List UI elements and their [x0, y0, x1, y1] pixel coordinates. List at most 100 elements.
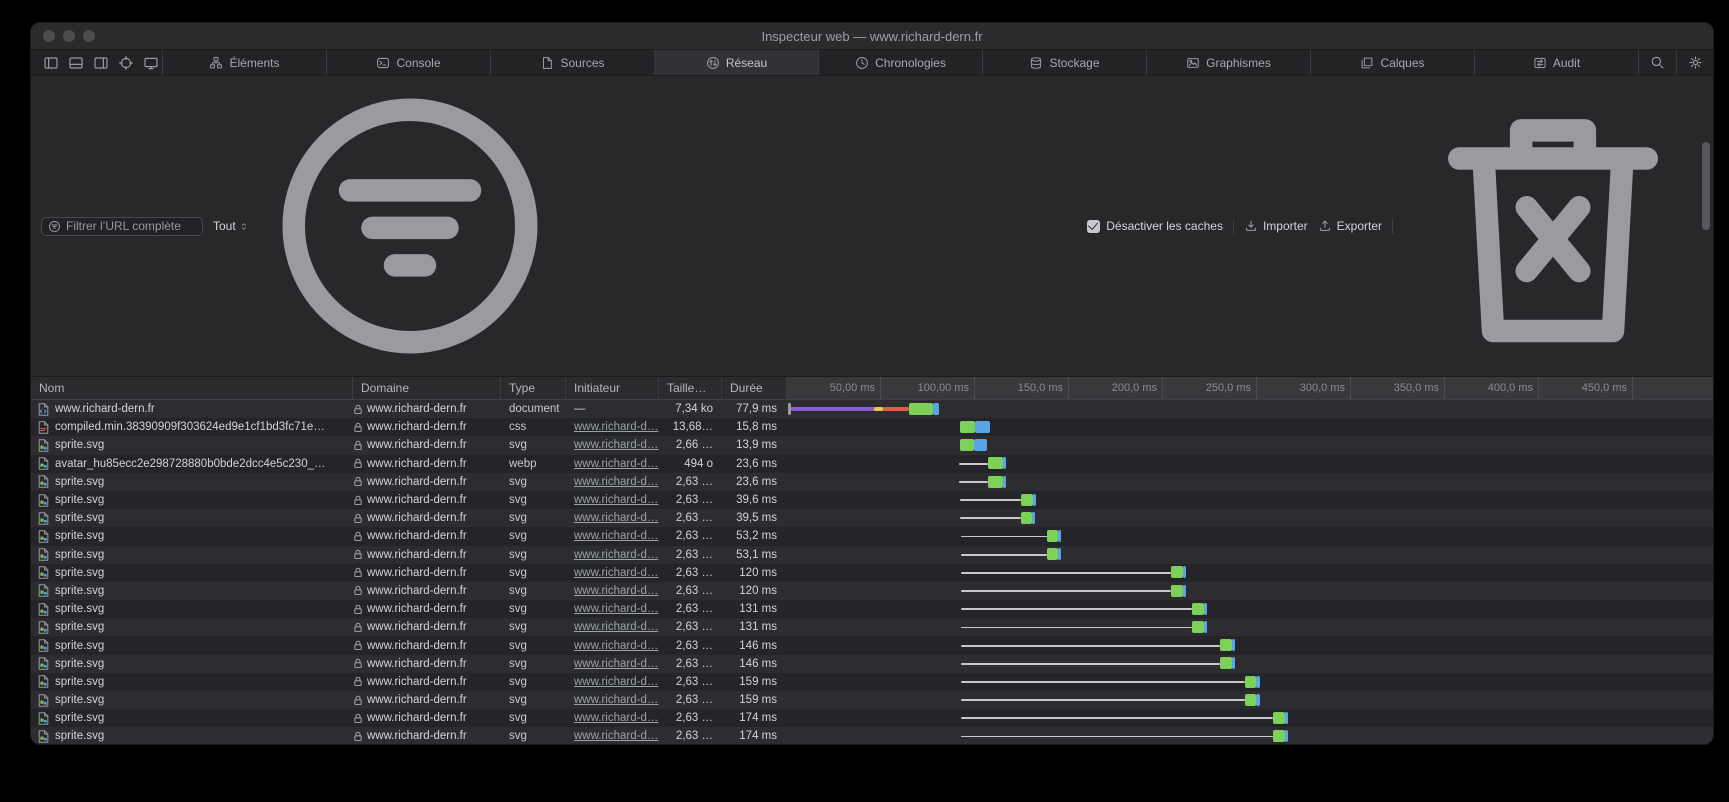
network-request-row[interactable]: sprite.svg www.richard-dern.fr svg www.r…	[31, 509, 1713, 527]
request-initiator: www.richard-d…	[566, 694, 659, 706]
network-request-row[interactable]: sprite.svg www.richard-dern.fr svg www.r…	[31, 691, 1713, 709]
initiator-link[interactable]: www.richard-d…	[574, 421, 658, 433]
file-type-icon	[38, 421, 49, 434]
request-duration: 39,6 ms	[722, 494, 786, 506]
network-request-row[interactable]: sprite.svg www.richard-dern.fr svg www.r…	[31, 546, 1713, 564]
resource-type-value: Tout	[213, 219, 236, 233]
initiator-link[interactable]: www.richard-d…	[574, 712, 658, 724]
request-domain: www.richard-dern.fr	[367, 694, 467, 706]
clear-network-button[interactable]	[1403, 76, 1703, 376]
network-request-row[interactable]: sprite.svg www.richard-dern.fr svg www.r…	[31, 618, 1713, 636]
network-request-row[interactable]: www.richard-dern.fr www.richard-dern.fr …	[31, 400, 1713, 418]
timeline-tick-label: 450,0 ms	[1547, 377, 1627, 399]
tab-graphismes[interactable]: Graphismes	[1147, 50, 1311, 75]
request-size: 494 o	[659, 458, 722, 470]
initiator-link[interactable]: www.richard-d…	[574, 676, 658, 688]
import-button[interactable]: Importer	[1244, 219, 1308, 233]
initiator-link[interactable]: www.richard-d…	[574, 494, 658, 506]
disable-caches-control[interactable]: Désactiver les caches	[1087, 219, 1223, 233]
column-header-name[interactable]: Nom	[31, 377, 353, 399]
network-request-row[interactable]: avatar_hu85ecc2e298728880b0bde2dcc4e5c23…	[31, 455, 1713, 473]
request-name: sprite.svg	[55, 567, 104, 579]
initiator-link[interactable]: www.richard-d…	[574, 549, 658, 561]
tab-calques[interactable]: Calques	[1311, 50, 1475, 75]
dock-bottom-icon[interactable]	[68, 55, 84, 71]
column-header-duration[interactable]: Durée	[722, 377, 786, 399]
timeline-tick-label: 150,0 ms	[983, 377, 1063, 399]
inspector-search-button[interactable]	[1639, 50, 1677, 75]
initiator-link[interactable]: www.richard-d…	[574, 439, 658, 451]
filter-options-button[interactable]	[260, 76, 560, 376]
search-icon	[1650, 55, 1665, 70]
waterfall-segment-blue	[1204, 621, 1207, 633]
network-request-row[interactable]: sprite.svg www.richard-dern.fr svg www.r…	[31, 600, 1713, 618]
column-header-domain[interactable]: Domaine	[353, 377, 501, 399]
initiator-link[interactable]: www.richard-d…	[574, 458, 658, 470]
waterfall-segment-blue	[933, 403, 938, 415]
lock-icon	[353, 531, 363, 542]
lock-icon	[353, 422, 363, 433]
timeline-tick-label: 250,0 ms	[1171, 377, 1251, 399]
request-duration: 53,1 ms	[722, 549, 786, 561]
network-request-row[interactable]: sprite.svg www.richard-dern.fr svg www.r…	[31, 491, 1713, 509]
initiator-link[interactable]: www.richard-d…	[574, 730, 658, 742]
window-title: Inspecteur web — www.richard-dern.fr	[761, 29, 982, 44]
network-request-row[interactable]: sprite.svg www.richard-dern.fr svg www.r…	[31, 473, 1713, 491]
request-domain: www.richard-dern.fr	[367, 730, 467, 742]
device-icon[interactable]	[143, 55, 159, 71]
network-request-row[interactable]: sprite.svg www.richard-dern.fr svg www.r…	[31, 582, 1713, 600]
initiator-link[interactable]: www.richard-d…	[574, 621, 658, 633]
dock-left-icon[interactable]	[43, 55, 59, 71]
timeline-tick	[880, 377, 881, 399]
waterfall-segment-wait	[959, 463, 988, 465]
initiator-link[interactable]: www.richard-d…	[574, 694, 658, 706]
network-request-row[interactable]: sprite.svg www.richard-dern.fr svg www.r…	[31, 673, 1713, 691]
close-button[interactable]	[43, 30, 55, 42]
network-request-row[interactable]: sprite.svg www.richard-dern.fr svg www.r…	[31, 727, 1713, 745]
resource-type-select[interactable]: Tout	[213, 219, 250, 233]
initiator-link[interactable]: www.richard-d…	[574, 585, 658, 597]
initiator-link[interactable]: www.richard-d…	[574, 640, 658, 652]
waterfall-segment-wait	[960, 517, 1021, 519]
network-request-row[interactable]: sprite.svg www.richard-dern.fr svg www.r…	[31, 564, 1713, 582]
tab-chronologies[interactable]: Chronologies	[819, 50, 983, 75]
vertical-scrollbar-thumb[interactable]	[1702, 142, 1710, 230]
initiator-link[interactable]: www.richard-d…	[574, 658, 658, 670]
request-duration: 174 ms	[722, 712, 786, 724]
request-domain: www.richard-dern.fr	[367, 585, 467, 597]
export-button[interactable]: Exporter	[1318, 219, 1382, 233]
request-domain: www.richard-dern.fr	[367, 476, 467, 488]
column-header-size[interactable]: Taille…	[659, 377, 722, 399]
minimize-button[interactable]	[63, 30, 75, 42]
column-header-type[interactable]: Type	[501, 377, 566, 399]
tab-stockage[interactable]: Stockage	[983, 50, 1147, 75]
request-size: 2,63 …	[659, 603, 722, 615]
timeline-tick	[1444, 377, 1445, 399]
network-request-row[interactable]: sprite.svg www.richard-dern.fr svg www.r…	[31, 527, 1713, 545]
disable-caches-checkbox[interactable]	[1087, 220, 1100, 233]
network-request-row[interactable]: sprite.svg www.richard-dern.fr svg www.r…	[31, 436, 1713, 454]
initiator-link[interactable]: www.richard-d…	[574, 567, 658, 579]
request-type: svg	[501, 567, 566, 579]
waterfall-segment-wait	[961, 536, 1047, 538]
url-filter-input[interactable]: Filtrer l’URL complète	[41, 217, 203, 236]
tab-console[interactable]: Console	[327, 50, 491, 75]
column-header-initiator[interactable]: Initiateur	[566, 377, 659, 399]
element-picker-icon[interactable]	[118, 55, 134, 71]
inspector-settings-button[interactable]	[1677, 50, 1713, 75]
network-request-row[interactable]: compiled.min.38390909f303624ed9e1cf1bd3f…	[31, 418, 1713, 436]
initiator-link[interactable]: www.richard-d…	[574, 476, 658, 488]
dock-right-icon[interactable]	[93, 55, 109, 71]
request-initiator: www.richard-d…	[566, 512, 659, 524]
zoom-button[interactable]	[83, 30, 95, 42]
network-request-row[interactable]: sprite.svg www.richard-dern.fr svg www.r…	[31, 709, 1713, 727]
tab-sources[interactable]: Sources	[491, 50, 655, 75]
initiator-link[interactable]: www.richard-d…	[574, 603, 658, 615]
tab-éléments[interactable]: Éléments	[163, 50, 327, 75]
tab-réseau[interactable]: Réseau	[655, 50, 819, 75]
initiator-link[interactable]: www.richard-d…	[574, 530, 658, 542]
initiator-link[interactable]: www.richard-d…	[574, 512, 658, 524]
network-request-row[interactable]: sprite.svg www.richard-dern.fr svg www.r…	[31, 655, 1713, 673]
tab-audit[interactable]: Audit	[1475, 50, 1639, 75]
network-request-row[interactable]: sprite.svg www.richard-dern.fr svg www.r…	[31, 636, 1713, 654]
